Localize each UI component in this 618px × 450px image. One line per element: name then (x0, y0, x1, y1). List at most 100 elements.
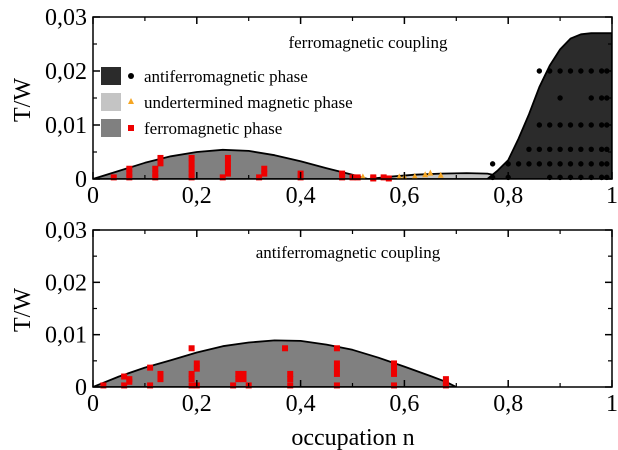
y-tick-label: 0,02 (45, 59, 87, 85)
ferro-point (147, 364, 154, 371)
panel-title: ferromagnetic coupling (288, 33, 448, 52)
ferro-point (152, 170, 159, 177)
undetermined-point (422, 171, 429, 178)
antiferro-point (598, 122, 605, 128)
undetermined-point (396, 173, 403, 180)
antiferro-point (536, 161, 543, 167)
antiferro-point (588, 95, 594, 101)
antiferromagnetic-coupling-panel: 0 0,2 0,4 0,6 0,8 1 0 0,01 0,02 0,03 antiferromagn… (45, 218, 618, 417)
antiferro-point (578, 122, 584, 128)
x-tick-label: 0 (87, 391, 99, 417)
ferro-point (261, 170, 268, 177)
ferro-point (126, 174, 133, 181)
ferro-point (391, 360, 398, 367)
ferro-point (157, 370, 164, 377)
phase-regions (93, 339, 458, 387)
x-tick-label: 0,4 (286, 183, 316, 209)
x-tick-label: 0,2 (182, 183, 212, 209)
antiferro-point (526, 146, 532, 152)
y-tick-label: 0,01 (45, 113, 87, 139)
antiferro-point (598, 161, 605, 167)
legend-swatch-ferro (101, 119, 121, 137)
ferro-point (391, 370, 398, 377)
data-points (110, 68, 610, 182)
x-tick-label: 0,4 (286, 391, 316, 417)
ferro-point (442, 376, 449, 383)
antiferro-point (547, 122, 553, 128)
ferro-point (333, 382, 340, 389)
ferro-point (188, 382, 195, 389)
ferro-point (188, 345, 195, 352)
ferro-point (188, 370, 195, 377)
ferro-point (157, 154, 164, 161)
antiferro-point (557, 68, 563, 74)
ferro-point (240, 370, 247, 377)
panel-title: antiferromagnetic coupling (256, 243, 441, 262)
ferro-point (110, 174, 117, 181)
ferro-point (188, 154, 195, 161)
legend-label-ferro: ferromagnetic phase (144, 119, 282, 138)
antiferro-point (557, 122, 563, 128)
ferro-point (391, 382, 398, 389)
ferro-point (193, 360, 200, 367)
antiferro-point (489, 161, 496, 167)
ferromagnetic-coupling-panel: 0 0,2 0,4 0,6 0,8 1 0 0,01 0,02 0,03 ferromagnetic… (45, 5, 618, 209)
ferro-point (188, 376, 195, 383)
ferro-point (188, 165, 195, 172)
antiferro-point (547, 68, 553, 74)
ferro-point (240, 376, 247, 383)
ferro-point (391, 365, 398, 372)
ferro-point (188, 160, 195, 167)
antiferro-point (547, 146, 553, 152)
y-tick-label: 0,03 (45, 218, 87, 244)
ferro-point (230, 382, 237, 389)
legend-marker-undetermined (128, 98, 134, 104)
antiferro-point (557, 95, 563, 101)
y-tick-label: 0,02 (45, 270, 87, 296)
ferro-point (219, 174, 226, 181)
y-tick-label: 0,01 (45, 323, 87, 349)
ferro-point (333, 345, 340, 352)
undetermined-point (427, 169, 434, 176)
legend-marker-ferro (128, 125, 134, 131)
antiferro-point (567, 68, 574, 74)
ferro-point (339, 170, 346, 177)
y-axis-title-bottom: T/W (10, 288, 36, 332)
ferro-point (121, 382, 128, 389)
ferro-point (224, 160, 231, 167)
ferro-point (224, 165, 231, 172)
ferro-point (224, 170, 231, 177)
ferro-point (152, 174, 159, 181)
ferro-point (224, 154, 231, 161)
ferro-point (193, 365, 200, 372)
antiferro-point (567, 161, 574, 167)
undetermined-point (437, 171, 444, 178)
antiferro-point (604, 161, 610, 167)
antiferro-point (536, 146, 543, 152)
ferro-point (442, 382, 449, 389)
antiferro-point (557, 146, 563, 152)
legend-swatch-antiferro (101, 67, 121, 85)
ferro-point (100, 382, 107, 389)
ferro-point (287, 370, 294, 377)
x-tick-label: 0,6 (389, 183, 419, 209)
ferro-point (333, 370, 340, 377)
antiferro-point (588, 68, 594, 74)
x-tick-label: 0 (87, 183, 99, 209)
antiferro-point (515, 161, 522, 167)
y-tick-label: 0 (75, 375, 87, 401)
y-tick-label: 0 (75, 167, 87, 193)
ferro-point (157, 160, 164, 167)
legend-label-antiferro: antiferromagnetic phase (144, 67, 308, 86)
antiferro-point (526, 161, 532, 167)
y-axis-title-top: T/W (10, 78, 36, 122)
undetermined-point (411, 172, 418, 179)
antiferro-point (578, 68, 584, 74)
ferro-point (126, 170, 133, 177)
antiferro-point (557, 161, 563, 167)
antiferro-point (536, 68, 543, 74)
ferro-point (333, 360, 340, 367)
ferro-point (235, 370, 242, 377)
antiferro-point (598, 68, 605, 74)
ferro-point (126, 376, 133, 383)
